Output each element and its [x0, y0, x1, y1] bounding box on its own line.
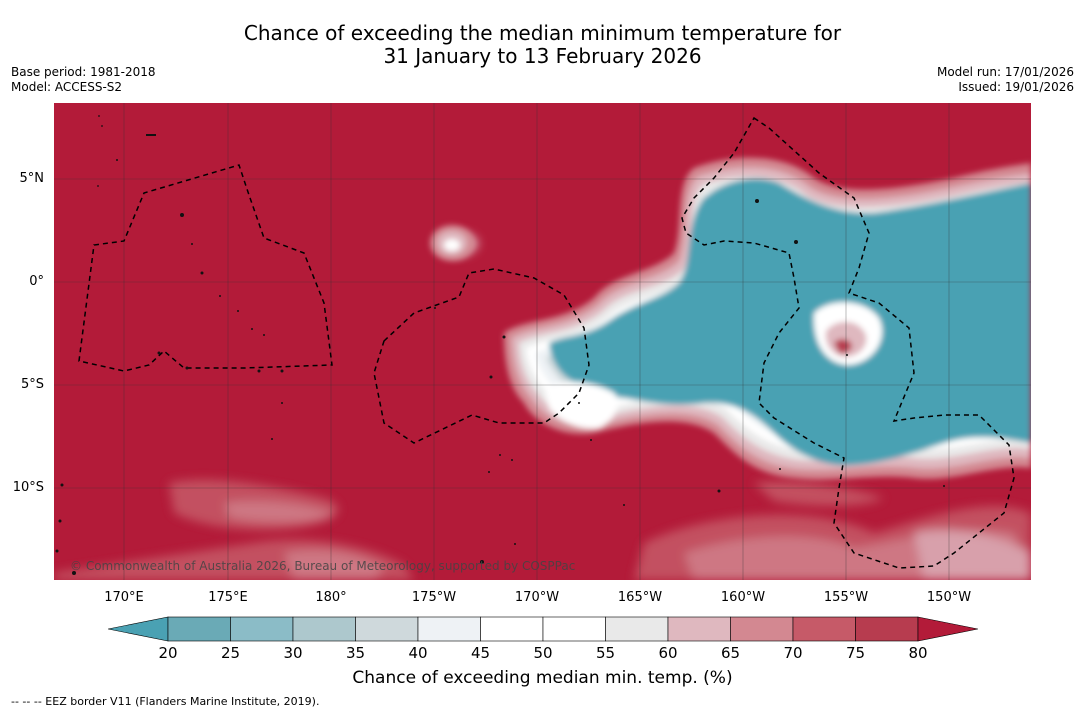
lat-label-10s: 10°S — [12, 480, 44, 495]
colorbar-tick-20: 20 — [158, 644, 178, 662]
colorbar-tick-75: 75 — [845, 644, 866, 662]
colorbar-tick-80: 80 — [908, 644, 928, 662]
model-run-date: Model run: 17/01/2026 — [936, 65, 1074, 79]
colorbar-tick-30: 30 — [283, 644, 303, 662]
islands — [55, 115, 945, 575]
lon-label-170e: 170°E — [104, 590, 144, 605]
colorbar-tick-50: 50 — [533, 644, 553, 662]
colorbar-extend-low — [108, 616, 169, 642]
colorbar-segment — [480, 616, 544, 642]
map-title-line1: Chance of exceeding the median minimum t… — [243, 21, 842, 45]
base-period: Base period: 1981-2018 — [11, 65, 156, 79]
colorbar-tick-35: 35 — [345, 644, 366, 662]
colorbar-segment — [855, 616, 919, 642]
colorbar-segment — [355, 616, 419, 642]
lon-label-175e: 175°E — [208, 590, 248, 605]
eez-legend-footer: -- -- -- EEZ border V11 (Flanders Marine… — [11, 695, 320, 708]
lon-label-150w: 150°W — [926, 590, 972, 605]
lon-label-155w: 155°W — [823, 590, 869, 605]
colorbar-segment — [167, 616, 231, 642]
colorbar-segment — [542, 616, 606, 642]
colorbar-tick-45: 45 — [470, 644, 491, 662]
lat-label-5s: 5°S — [20, 377, 44, 392]
colorbar-segment — [667, 616, 731, 642]
colorbar-tick-40: 40 — [408, 644, 428, 662]
map-title-line2: 31 January to 13 February 2026 — [383, 44, 702, 68]
lon-label-180: 180° — [315, 590, 347, 605]
colorbar-label: Chance of exceeding median min. temp. (%… — [352, 668, 733, 688]
colorbar-tick-55: 55 — [595, 644, 616, 662]
colorbar-extend-high — [917, 616, 978, 642]
colorbar-segment — [417, 616, 481, 642]
colorbar-segment — [605, 616, 669, 642]
colorbar-segment — [792, 616, 856, 642]
colorbar-segment — [292, 616, 356, 642]
colorbar-tick-25: 25 — [220, 644, 241, 662]
issued-date: Issued: 19/01/2026 — [958, 80, 1074, 94]
eez-borders — [78, 116, 1015, 569]
lon-label-165w: 165°W — [617, 590, 663, 605]
model-name: Model: ACCESS-S2 — [11, 80, 123, 94]
lat-label-0: 0° — [29, 274, 44, 289]
colorbar-tick-65: 65 — [720, 644, 741, 662]
lon-label-160w: 160°W — [720, 590, 766, 605]
forecast-map — [54, 103, 1031, 580]
colorbar-tick-60: 60 — [658, 644, 678, 662]
colorbar-segment — [230, 616, 294, 642]
lat-label-5n: 5°N — [19, 171, 45, 186]
lon-label-170w: 170°W — [514, 590, 560, 605]
cool-region — [504, 157, 1031, 480]
colorbar — [108, 616, 978, 642]
blob-near-175w — [430, 225, 474, 261]
lon-label-175w: 175°W — [411, 590, 457, 605]
colorbar-segment — [730, 616, 794, 642]
pink-zones — [54, 232, 1031, 580]
colorbar-tick-70: 70 — [783, 644, 803, 662]
colorbar-segments — [167, 616, 919, 642]
map-copyright: © Commonwealth of Australia 2026, Bureau… — [70, 559, 576, 573]
